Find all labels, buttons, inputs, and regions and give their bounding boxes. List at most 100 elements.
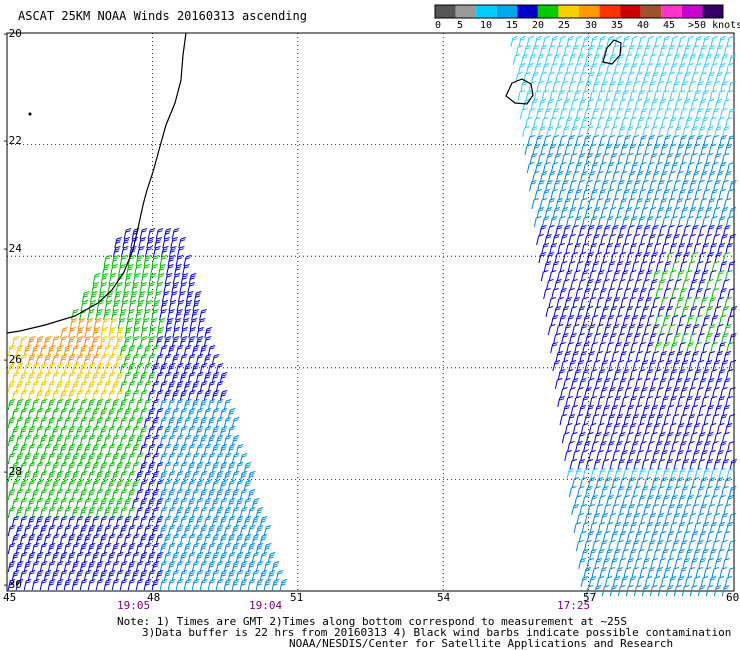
wind-barb	[560, 207, 569, 219]
wind-barb	[691, 72, 699, 84]
wind-barb	[644, 450, 652, 462]
wind-barb	[139, 570, 148, 582]
wind-barb	[147, 552, 156, 564]
wind-barb	[663, 135, 671, 147]
wind-barb	[133, 318, 142, 330]
wind-barb	[199, 507, 208, 519]
colorbar-segment	[558, 5, 579, 18]
wind-barb	[81, 291, 90, 303]
wind-barb	[679, 261, 688, 273]
wind-barb	[683, 324, 692, 336]
wind-barb	[714, 558, 722, 570]
wind-barb	[159, 507, 168, 519]
wind-barb	[671, 567, 680, 579]
wind-barb	[604, 423, 613, 435]
wind-barb	[199, 363, 208, 375]
wind-barb	[99, 462, 108, 474]
wind-barb	[579, 351, 587, 363]
wind-barb	[243, 570, 252, 582]
wind-barb	[91, 480, 100, 492]
wind-barb	[79, 453, 88, 465]
wind-barb	[698, 252, 707, 264]
wind-barb	[618, 252, 627, 264]
wind-barb	[100, 327, 108, 339]
wind-barb	[604, 144, 613, 156]
wind-barb	[568, 360, 577, 372]
wind-barb	[207, 543, 216, 555]
wind-barb	[718, 315, 727, 327]
wind-barb	[231, 507, 240, 519]
wind-barb	[135, 489, 144, 501]
wind-barb	[79, 399, 88, 411]
wind-barb	[155, 336, 164, 348]
wind-barb	[549, 90, 558, 102]
wind-barb	[719, 540, 728, 552]
wind-barb	[11, 570, 20, 582]
colorbar-outline	[434, 4, 724, 19]
wind-barb	[586, 405, 595, 417]
wind-barb	[709, 369, 718, 381]
wind-barb	[695, 261, 704, 273]
wind-barb	[127, 399, 136, 411]
wind-barb	[51, 480, 60, 492]
wind-barb	[681, 432, 690, 444]
wind-barb	[203, 390, 212, 402]
wind-barb	[719, 414, 728, 426]
wind-barb	[656, 207, 665, 219]
wind-barb	[617, 432, 626, 444]
wind-barb	[215, 579, 224, 591]
wind-barb	[712, 360, 721, 372]
wind-barb	[629, 522, 638, 534]
wind-barb	[91, 408, 100, 420]
wind-barb	[15, 345, 24, 357]
wind-barb	[671, 540, 680, 552]
wind-barb	[658, 126, 666, 138]
wind-barb	[683, 198, 692, 210]
wind-barb	[689, 180, 697, 192]
wind-barb	[79, 363, 88, 375]
wind-barb	[677, 396, 685, 408]
wind-barb	[634, 99, 643, 111]
wind-barb	[716, 450, 724, 462]
wind-barb	[623, 441, 631, 453]
wind-barb	[606, 468, 615, 480]
wind-barb	[674, 531, 683, 543]
wind-barb	[625, 306, 634, 318]
wind-barb	[573, 216, 582, 228]
wind-barb	[655, 414, 664, 426]
wind-barb	[51, 462, 60, 474]
wind-barb	[641, 585, 650, 597]
wind-barb	[600, 54, 609, 66]
wind-barb	[594, 378, 603, 390]
wind-barb	[570, 405, 579, 417]
wind-barb	[691, 171, 700, 183]
wind-barb	[677, 522, 686, 534]
wind-barb	[585, 585, 594, 597]
wind-barb	[71, 399, 80, 411]
wind-barb	[567, 414, 576, 426]
wind-barb	[111, 381, 120, 393]
wind-barb	[572, 423, 581, 435]
wind-barb	[718, 342, 726, 354]
wind-barb	[39, 417, 48, 429]
wind-barb	[606, 315, 615, 327]
wind-barb	[123, 390, 132, 402]
wind-barb	[710, 315, 719, 327]
wind-barb	[587, 324, 596, 336]
wind-barb	[719, 261, 728, 273]
wind-barb	[151, 255, 160, 267]
wind-barb	[568, 54, 577, 66]
wind-barb	[623, 288, 631, 300]
wind-barb	[651, 198, 660, 210]
wind-barb	[608, 513, 617, 525]
wind-barb	[700, 423, 709, 435]
wind-barb	[95, 489, 104, 501]
wind-barb	[35, 426, 44, 438]
wind-barb	[155, 408, 164, 420]
wind-barb	[700, 297, 708, 309]
wind-barb	[648, 234, 656, 246]
wind-barb	[656, 81, 664, 93]
wind-barb	[87, 507, 96, 519]
wind-barb	[160, 300, 169, 312]
